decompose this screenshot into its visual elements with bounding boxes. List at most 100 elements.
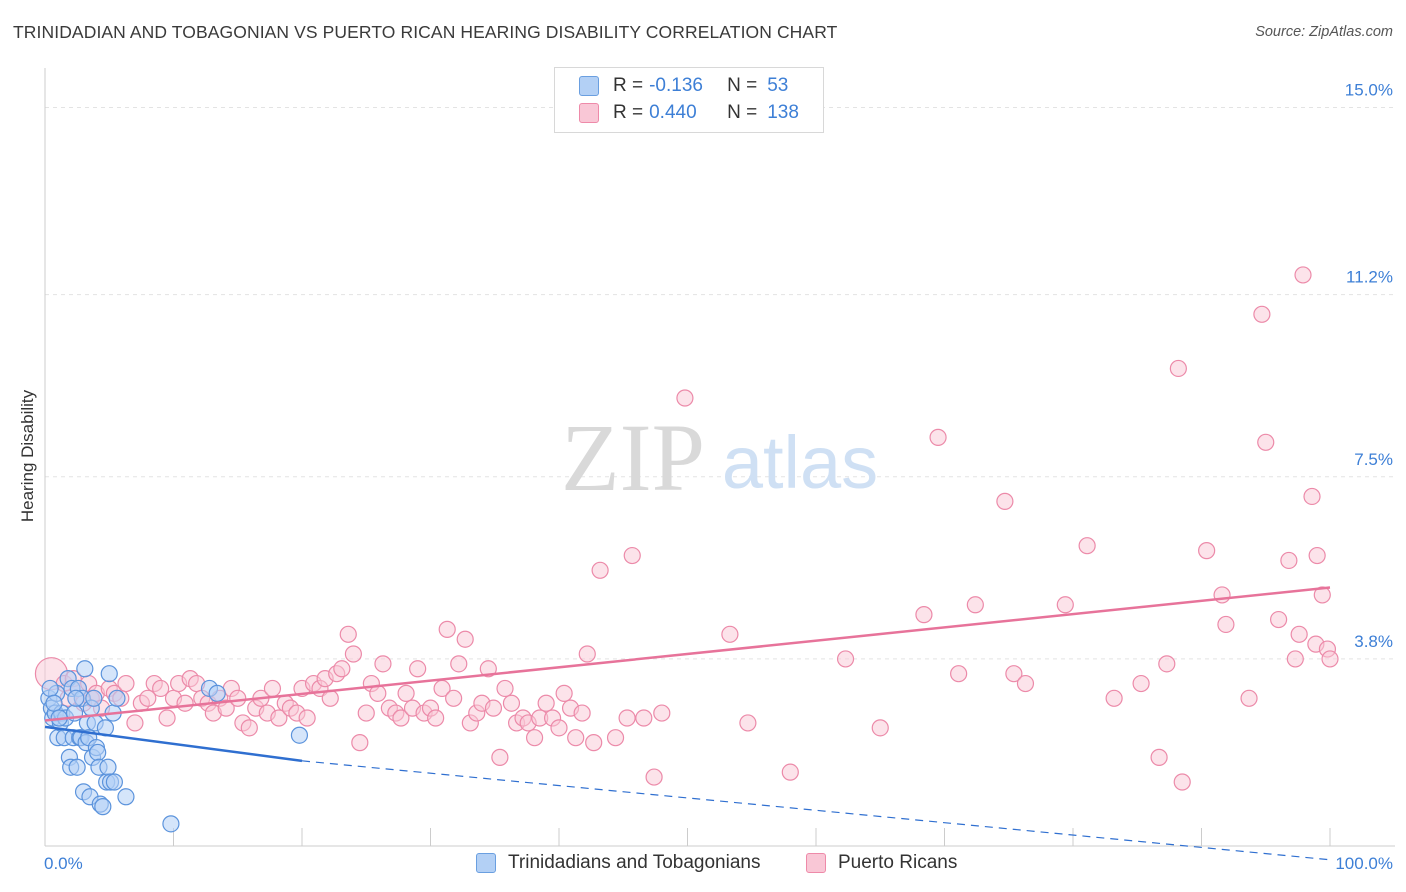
legend-r-value: 0.440 <box>649 102 697 123</box>
y-tick-label: 7.5% <box>1354 450 1393 469</box>
data-point-puerto-rican <box>578 645 596 663</box>
data-point-puerto-rican <box>409 660 427 678</box>
data-point-puerto-rican <box>374 655 392 673</box>
data-point-puerto-rican <box>240 719 258 737</box>
data-point-puerto-rican <box>1169 359 1187 378</box>
bottom-legend-swatch-pink <box>806 853 826 873</box>
data-point-puerto-rican <box>781 763 799 781</box>
source-label: Source: ZipAtlas.com <box>1255 24 1393 40</box>
legend-r-label: R = <box>613 102 644 123</box>
x-tick-label: 100.0% <box>1335 854 1393 873</box>
watermark: ZIP atlas <box>561 404 878 511</box>
data-point-puerto-rican <box>456 630 474 648</box>
data-point-puerto-rican <box>1280 551 1298 570</box>
data-point-puerto-rican <box>139 689 157 707</box>
data-point-puerto-rican <box>339 625 357 643</box>
data-point-puerto-rican <box>1217 615 1235 634</box>
data-point-puerto-rican <box>270 709 288 727</box>
data-point-puerto-rican <box>653 704 671 722</box>
data-point-puerto-rican <box>836 650 855 668</box>
data-point-puerto-rican <box>333 660 351 678</box>
data-point-puerto-rican <box>438 620 456 638</box>
x-tick-label: 0.0% <box>44 854 83 873</box>
data-point-trinidadian <box>89 743 107 762</box>
data-point-puerto-rican <box>1294 266 1312 284</box>
data-point-puerto-rican <box>1056 596 1074 614</box>
data-point-puerto-rican <box>996 492 1014 510</box>
data-point-puerto-rican <box>1005 665 1023 683</box>
data-point-puerto-rican <box>263 679 282 698</box>
data-point-puerto-rican <box>1240 689 1258 707</box>
data-point-puerto-rican <box>1158 655 1176 673</box>
legend-swatch-pink <box>579 103 599 123</box>
y-tick-label: 15.0% <box>1345 81 1393 100</box>
legend-n-label: N = <box>727 102 758 123</box>
data-point-puerto-rican <box>445 689 463 707</box>
data-point-puerto-rican <box>635 709 653 727</box>
data-point-puerto-rican <box>623 546 641 565</box>
data-point-puerto-rican <box>606 729 625 747</box>
data-point-trinidadian <box>99 758 117 776</box>
data-point-puerto-rican <box>1257 433 1275 451</box>
data-point-puerto-rican <box>1078 537 1096 555</box>
data-point-puerto-rican <box>591 561 609 579</box>
data-point-trinidadian <box>117 788 135 806</box>
data-point-trinidadian <box>94 798 112 816</box>
data-point-puerto-rican <box>158 709 176 727</box>
gridlines <box>45 107 1395 660</box>
data-point-puerto-rican <box>1253 305 1271 323</box>
data-point-puerto-rican <box>484 699 503 717</box>
data-point-puerto-rican <box>176 694 194 712</box>
data-point-puerto-rican <box>427 709 445 727</box>
data-point-puerto-rican <box>229 689 247 707</box>
data-point-puerto-rican <box>1269 610 1288 629</box>
data-point-puerto-rican <box>450 655 468 673</box>
data-point-trinidadian <box>162 815 180 833</box>
watermark-atlas: atlas <box>722 421 878 504</box>
data-point-trinidadian <box>45 694 63 712</box>
data-point-puerto-rican <box>1016 674 1035 693</box>
trend-line-trinidadians <box>44 725 303 763</box>
data-point-puerto-rican <box>1321 650 1339 668</box>
data-point-trinidadian <box>41 679 59 698</box>
bottom-legend-label: Trinidadians and Tobagonians <box>508 852 761 873</box>
data-point-puerto-rican <box>618 709 636 727</box>
data-point-puerto-rican <box>496 679 514 698</box>
data-point-puerto-rican <box>585 734 603 752</box>
data-point-puerto-rican <box>525 729 544 747</box>
data-point-puerto-rican <box>217 699 235 717</box>
bottom-legend-trinidadians: Trinidadians and Tobagonians <box>476 852 760 874</box>
data-point-puerto-rican <box>1308 546 1326 565</box>
trend-line-puerto-ricans <box>44 586 1331 722</box>
data-point-trinidadian <box>105 773 123 791</box>
data-point-puerto-rican <box>117 674 135 693</box>
y-tick-label: 11.2% <box>1346 268 1393 287</box>
data-point-trinidadian <box>76 660 94 678</box>
legend-swatch-blue <box>579 76 599 96</box>
data-point-puerto-rican <box>1173 773 1191 791</box>
data-point-puerto-rican <box>721 625 739 643</box>
data-point-puerto-rican <box>502 694 521 712</box>
data-point-puerto-rican <box>1303 487 1321 506</box>
y-axis-label: Hearing Disability <box>18 389 37 522</box>
data-point-puerto-rican <box>357 704 375 722</box>
legend-row-puerto-ricans: R = 0.440 N = 138 <box>579 101 799 125</box>
data-point-puerto-rican <box>915 606 933 624</box>
data-point-puerto-rican <box>929 428 947 446</box>
data-point-trinidadian <box>85 689 103 707</box>
trend-line-trinidadians-extrapolated <box>301 760 1331 861</box>
legend-r-value: -0.136 <box>649 75 703 96</box>
data-point-puerto-rican <box>550 719 568 737</box>
chart-title: TRINIDADIAN AND TOBAGONIAN VS PUERTO RIC… <box>13 22 838 42</box>
legend-n-label: N = <box>727 75 758 96</box>
data-point-puerto-rican <box>298 709 316 727</box>
data-point-puerto-rican <box>1286 650 1304 668</box>
data-point-puerto-rican <box>479 660 497 678</box>
data-point-trinidadian <box>100 665 118 683</box>
trend-lines <box>44 586 1331 861</box>
data-point-puerto-rican <box>351 734 369 752</box>
data-point-puerto-rican <box>676 389 694 407</box>
data-point-puerto-rican <box>1105 689 1123 707</box>
data-point-trinidadian <box>67 689 85 707</box>
